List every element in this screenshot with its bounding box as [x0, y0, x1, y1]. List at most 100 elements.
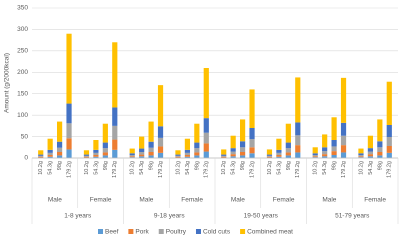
bar-segment — [139, 152, 145, 155]
bar-segment — [175, 150, 181, 155]
bar-segment — [367, 156, 374, 158]
x-tick-label: 98g — [103, 161, 109, 170]
bar-segment — [340, 145, 347, 153]
bar-segment — [295, 77, 301, 123]
bar-segment — [239, 155, 246, 158]
sex-label: Female — [273, 197, 295, 204]
bar-segment — [221, 155, 227, 157]
bar-segment — [266, 155, 273, 157]
sex-label: Male — [48, 197, 62, 204]
bar-segment — [295, 122, 301, 136]
bar-segment — [194, 152, 200, 156]
bar-segment — [285, 152, 291, 156]
bar-segment — [203, 118, 209, 133]
bar-segment — [266, 154, 273, 156]
x-tick-label: 179.2g — [112, 161, 118, 178]
bar-segment — [47, 149, 53, 153]
y-tick-label: 300 — [17, 26, 28, 33]
bar-segment — [139, 154, 145, 157]
bar-segment — [221, 154, 227, 156]
bar-segment — [129, 155, 135, 157]
x-tick-label: 10.2g — [358, 161, 364, 175]
bar-segment — [102, 123, 108, 143]
bar-segment — [358, 148, 364, 154]
bar-segment — [249, 89, 255, 128]
bar-segment — [38, 155, 44, 157]
sex-label: Male — [139, 197, 153, 204]
bar-segment — [285, 123, 291, 143]
x-tick-label: 179.2g — [387, 161, 393, 178]
bar-segment — [331, 140, 337, 147]
legend-swatch — [158, 229, 164, 234]
bar-segment — [266, 149, 273, 155]
bar-segment — [203, 151, 209, 158]
sex-label: Male — [322, 197, 336, 204]
x-tick-label: 98g — [286, 161, 292, 170]
x-tick-label: 179.2g — [249, 161, 255, 178]
bar-segment — [340, 135, 347, 146]
bar-segment — [148, 152, 154, 156]
bar-segment — [93, 156, 99, 158]
bar-segment — [83, 150, 90, 155]
x-tick-label: 54.3g — [368, 161, 374, 175]
bar-segment — [139, 156, 145, 158]
bar-segment — [386, 146, 392, 153]
bar-segment — [312, 155, 318, 157]
bar-segment — [239, 147, 246, 152]
bar-segment — [56, 141, 63, 148]
x-tick-label: 54.3g — [48, 161, 54, 175]
bar-segment — [340, 152, 347, 158]
bar-segment — [129, 157, 135, 158]
x-tick-label: 10.2g — [221, 161, 227, 175]
bar-segment — [295, 135, 301, 146]
x-tick-label: 54.3g — [139, 161, 145, 175]
bar-segment — [148, 121, 154, 142]
bar-segment — [157, 126, 164, 138]
bar-segment — [249, 139, 255, 148]
bar-segment — [276, 155, 282, 157]
bar-segment — [295, 145, 301, 153]
bar-segment — [175, 154, 181, 156]
bar-segment — [112, 149, 118, 158]
bar-segment — [312, 153, 318, 155]
x-tick-label: 10.2g — [175, 161, 181, 175]
x-tick-label: 54.3g — [93, 161, 99, 175]
y-tick-label: 100 — [17, 112, 28, 119]
bar-segment — [367, 135, 374, 149]
bar-segment — [239, 152, 246, 156]
bar-segment — [367, 154, 374, 157]
x-tick-label: 10.2g — [267, 161, 273, 175]
bar-segment — [340, 77, 347, 123]
bar-segment — [129, 156, 135, 158]
bar-segment — [112, 107, 118, 126]
bar-segment — [102, 142, 108, 149]
y-tick-label: 150 — [17, 90, 28, 97]
bar-segment — [358, 157, 364, 158]
x-tick-label: 179.2g — [295, 161, 301, 178]
bar-segment — [56, 152, 63, 156]
y-tick-label: 250 — [17, 48, 28, 55]
bar-segment — [93, 149, 99, 153]
bar-segment — [249, 153, 255, 158]
bar-segment — [249, 128, 255, 140]
bar-segment — [148, 155, 154, 158]
bar-segment — [358, 156, 364, 158]
legend-swatch — [98, 229, 103, 234]
y-tick-label: 200 — [17, 69, 28, 76]
bar-segment — [230, 156, 236, 158]
sex-label: Female — [181, 197, 203, 204]
sex-label: Female — [364, 197, 386, 204]
bar-segment — [83, 156, 90, 158]
bar-segment — [47, 155, 53, 157]
x-tick-label: 98g — [194, 161, 200, 170]
legend-label: Poultry — [166, 229, 187, 236]
x-tick-label: 10.2g — [38, 161, 44, 175]
bar-segment — [312, 147, 318, 154]
bar-segment — [203, 132, 209, 144]
bar-segment — [276, 152, 282, 155]
bar-segment — [230, 151, 236, 155]
legend-label: Combined meat — [247, 229, 293, 236]
bar-segment — [312, 156, 318, 158]
bar-segment — [184, 152, 191, 155]
